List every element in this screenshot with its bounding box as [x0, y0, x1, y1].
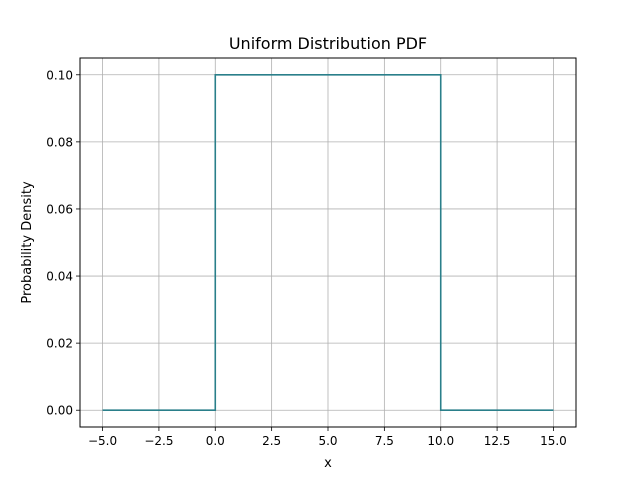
- grid: [80, 58, 576, 427]
- x-tick-label: −5.0: [88, 434, 117, 448]
- chart-title: Uniform Distribution PDF: [229, 34, 427, 53]
- x-ticks: −5.0 −2.5 0.0 2.5 5.0 7.5 10.0 12.5 15.0: [88, 427, 567, 448]
- y-tick-label: 0.10: [46, 68, 73, 82]
- y-axis-label: Probability Density: [20, 181, 35, 304]
- x-tick-label: 15.0: [540, 434, 567, 448]
- x-tick-label: −2.5: [144, 434, 173, 448]
- x-tick-label: 2.5: [262, 434, 281, 448]
- x-tick-label: 7.5: [375, 434, 394, 448]
- y-tick-label: 0.08: [46, 135, 73, 149]
- x-tick-label: 0.0: [206, 434, 225, 448]
- y-tick-label: 0.06: [46, 202, 73, 216]
- y-tick-label: 0.00: [46, 404, 73, 418]
- y-tick-label: 0.04: [46, 270, 73, 284]
- plot-lines: [102, 73, 554, 412]
- x-tick-label: 12.5: [484, 434, 511, 448]
- y-tick-label: 0.02: [46, 337, 73, 351]
- x-tick-label: 5.0: [318, 434, 337, 448]
- pdf-line: [102, 73, 554, 412]
- x-axis-label: x: [324, 456, 332, 471]
- y-ticks: 0.00 0.02 0.04 0.06 0.08 0.10: [46, 68, 80, 418]
- x-tick-label: 10.0: [427, 434, 454, 448]
